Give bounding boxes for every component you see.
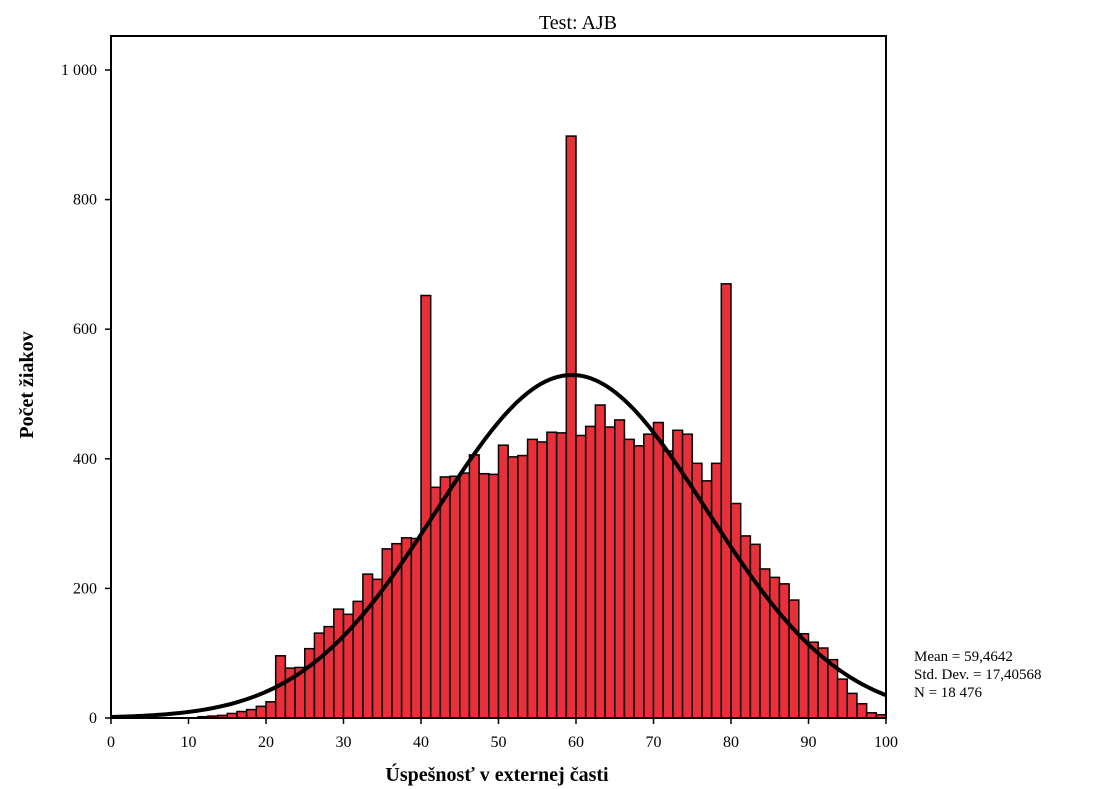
histogram-bar bbox=[536, 441, 548, 719]
histogram-bar bbox=[381, 548, 393, 719]
histogram-bar bbox=[584, 425, 597, 719]
x-tick-label: 0 bbox=[107, 734, 115, 751]
histogram-bar bbox=[323, 625, 335, 719]
y-axis-label: Počet žiakov bbox=[16, 331, 38, 438]
x-tick-label: 80 bbox=[723, 734, 739, 751]
histogram-bar bbox=[488, 473, 500, 719]
histogram-bar bbox=[546, 431, 558, 719]
x-tick-label: 30 bbox=[336, 734, 352, 751]
histogram-bar bbox=[575, 434, 587, 719]
histogram-bar bbox=[720, 283, 732, 719]
histogram-bar bbox=[614, 419, 626, 719]
x-tick-label: 40 bbox=[413, 734, 429, 751]
histogram-bar bbox=[856, 702, 868, 719]
histogram-bar bbox=[497, 444, 509, 719]
histogram-bar bbox=[400, 537, 413, 719]
y-tick-label: 0 bbox=[89, 710, 97, 727]
bars-group bbox=[197, 135, 887, 719]
normal-curve bbox=[110, 372, 887, 719]
histogram-bar bbox=[749, 543, 761, 719]
histogram-bar bbox=[526, 438, 538, 719]
histogram-bar bbox=[517, 454, 529, 719]
histogram-bar bbox=[439, 476, 451, 719]
y-tick-label: 800 bbox=[73, 192, 97, 209]
histogram-bar bbox=[604, 426, 616, 719]
x-tick-label: 60 bbox=[568, 734, 584, 751]
y-axis-ticks: 0 200 400 600 800 1 000 bbox=[61, 62, 111, 727]
x-axis-label: Úspešnosť v externej časti bbox=[385, 762, 609, 786]
stat-mean: Mean = 59,4642 bbox=[914, 649, 1013, 665]
histogram-bar bbox=[245, 708, 258, 719]
y-tick-label: 1 000 bbox=[61, 62, 97, 79]
histogram-bar bbox=[429, 486, 442, 719]
x-tick-label: 90 bbox=[801, 734, 817, 751]
histogram-bar bbox=[313, 632, 325, 719]
y-tick-label: 600 bbox=[73, 321, 97, 338]
y-tick-label: 400 bbox=[73, 451, 97, 468]
histogram-bar bbox=[265, 701, 277, 719]
histogram-bar bbox=[362, 573, 374, 719]
histogram-bar bbox=[769, 576, 781, 719]
x-tick-label: 20 bbox=[258, 734, 274, 751]
x-tick-label: 10 bbox=[181, 734, 197, 751]
histogram-bar bbox=[798, 633, 810, 719]
histogram-bar bbox=[449, 475, 461, 719]
histogram-bar bbox=[633, 445, 645, 719]
histogram-bar bbox=[410, 537, 422, 719]
histogram-bar bbox=[652, 421, 664, 719]
histogram-bar bbox=[478, 472, 490, 719]
histogram-bar bbox=[846, 692, 858, 719]
histogram-bar bbox=[420, 294, 432, 719]
histogram-bar bbox=[333, 608, 345, 719]
chart-title: Test: AJB bbox=[539, 12, 617, 34]
histogram-bar bbox=[730, 502, 742, 719]
x-tick-label: 100 bbox=[874, 734, 898, 751]
histogram-bar bbox=[662, 450, 674, 719]
histogram-bar bbox=[555, 432, 568, 719]
histogram-bar bbox=[643, 433, 655, 719]
histogram-bar bbox=[836, 678, 848, 719]
histogram-bar bbox=[788, 599, 800, 719]
x-tick-label: 50 bbox=[491, 734, 507, 751]
histogram-bar bbox=[710, 462, 723, 719]
histogram-bar bbox=[255, 705, 267, 719]
histogram-bar bbox=[778, 583, 790, 719]
x-tick-label: 70 bbox=[646, 734, 662, 751]
x-axis-ticks: 0 10 20 30 40 50 60 70 80 90 100 bbox=[107, 718, 898, 751]
histogram-bar bbox=[468, 454, 480, 719]
stat-n: N = 18 476 bbox=[914, 685, 983, 701]
histogram-bar bbox=[594, 404, 606, 719]
histogram-bar bbox=[459, 472, 471, 719]
histogram-bar bbox=[623, 438, 635, 719]
histogram-bar bbox=[304, 647, 316, 719]
histogram-bar bbox=[507, 456, 519, 719]
histogram-bar bbox=[565, 135, 577, 719]
stat-std-dev: Std. Dev. = 17,40568 bbox=[914, 667, 1042, 683]
y-tick-label: 200 bbox=[73, 580, 97, 597]
